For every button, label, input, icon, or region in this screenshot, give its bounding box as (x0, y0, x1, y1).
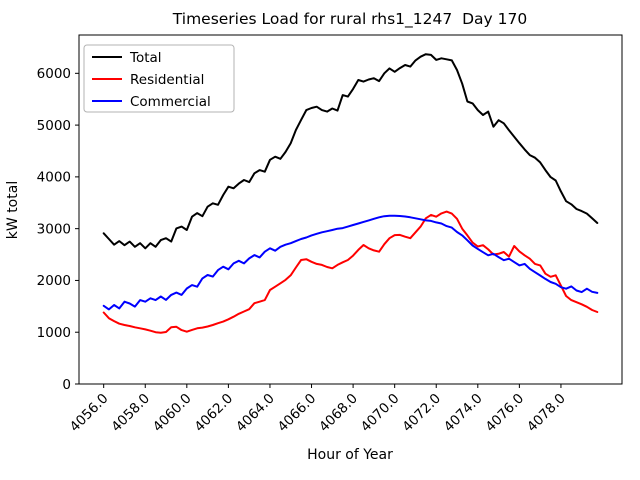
y-tick-label: 2000 (37, 273, 71, 289)
series-line-commercial (102, 214, 599, 311)
legend-box (83, 44, 235, 113)
legend-label-commercial: Commercial (130, 94, 211, 110)
legend-label-total: Total (129, 50, 162, 66)
y-tick-label: 5000 (37, 118, 71, 134)
y-axis-label: kW total (5, 181, 21, 239)
y-tick-label: 4000 (37, 170, 71, 186)
y-tick-label: 1000 (37, 325, 71, 341)
axes-frame (78, 34, 623, 385)
legend: Total Residential Commercial (83, 44, 235, 113)
series-lines (102, 53, 599, 334)
y-axis-ticks: 0 1000 2000 3000 4000 5000 6000 (37, 66, 79, 393)
legend-label-residential: Residential (130, 72, 204, 88)
x-axis-label: Hour of Year (307, 447, 393, 463)
y-tick-label: 6000 (37, 66, 71, 82)
series-line-total (102, 53, 599, 250)
chart-title: Timeseries Load for rural rhs1_1247 Day … (172, 10, 527, 29)
y-tick-label: 0 (62, 377, 71, 393)
y-tick-label: 3000 (37, 221, 71, 237)
series-line-residential (102, 210, 599, 334)
